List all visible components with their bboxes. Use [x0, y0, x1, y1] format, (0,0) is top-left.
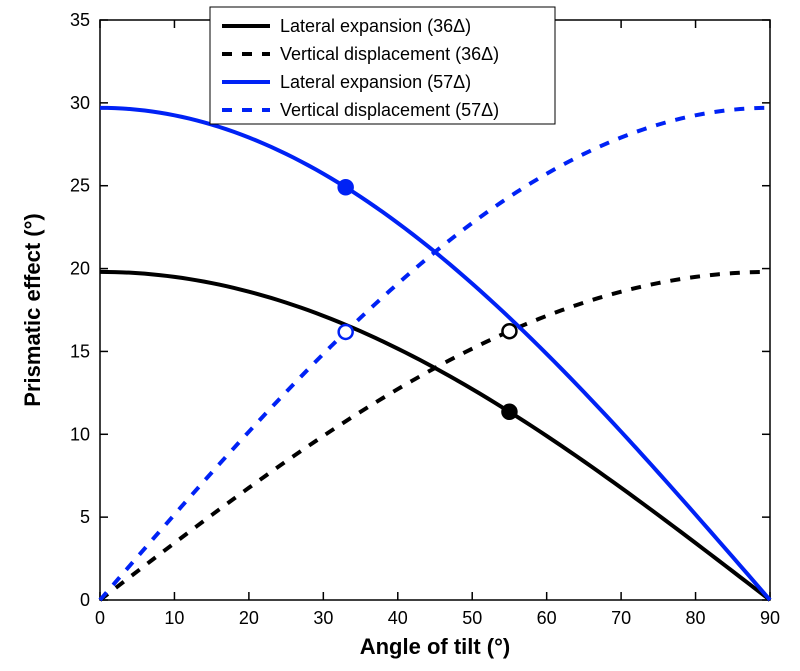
legend-label-lat36: Lateral expansion (36Δ) — [280, 16, 471, 36]
series-lat36 — [100, 272, 770, 600]
series-vert36 — [100, 272, 770, 600]
x-tick-label: 50 — [462, 608, 482, 628]
y-tick-label: 30 — [70, 93, 90, 113]
series-lat57 — [100, 108, 770, 600]
marker-vert36 — [502, 324, 516, 338]
y-tick-label: 35 — [70, 10, 90, 30]
x-tick-label: 30 — [313, 608, 333, 628]
y-tick-label: 5 — [80, 507, 90, 527]
x-tick-label: 40 — [388, 608, 408, 628]
marker-vert57 — [339, 325, 353, 339]
marker-lat36 — [502, 405, 516, 419]
x-tick-label: 70 — [611, 608, 631, 628]
chart-svg: 0 10 20 30 40 50 60 70 80 90 0 5 10 15 20 25 30 35 Angle o… — [0, 0, 800, 671]
y-tick-label: 10 — [70, 424, 90, 444]
x-tick-label: 60 — [537, 608, 557, 628]
x-tick-label: 0 — [95, 608, 105, 628]
x-tick-label: 20 — [239, 608, 259, 628]
legend-label-vert57: Vertical displacement (57Δ) — [280, 100, 499, 120]
legend-label-vert36: Vertical displacement (36Δ) — [280, 44, 499, 64]
y-tick-label: 20 — [70, 259, 90, 279]
y-tick-label: 15 — [70, 341, 90, 361]
legend-label-lat57: Lateral expansion (57Δ) — [280, 72, 471, 92]
x-tick-label: 80 — [686, 608, 706, 628]
series-vert57 — [100, 108, 770, 600]
y-tick-label: 25 — [70, 176, 90, 196]
y-tick-label: 0 — [80, 590, 90, 610]
marker-lat57 — [339, 180, 353, 194]
y-axis-label: Prismatic effect (°) — [20, 213, 45, 406]
x-tick-label: 10 — [164, 608, 184, 628]
prismatic-effect-chart: 0 10 20 30 40 50 60 70 80 90 0 5 10 15 20 25 30 35 Angle o… — [0, 0, 800, 671]
x-axis-label: Angle of tilt (°) — [360, 634, 511, 659]
x-tick-label: 90 — [760, 608, 780, 628]
